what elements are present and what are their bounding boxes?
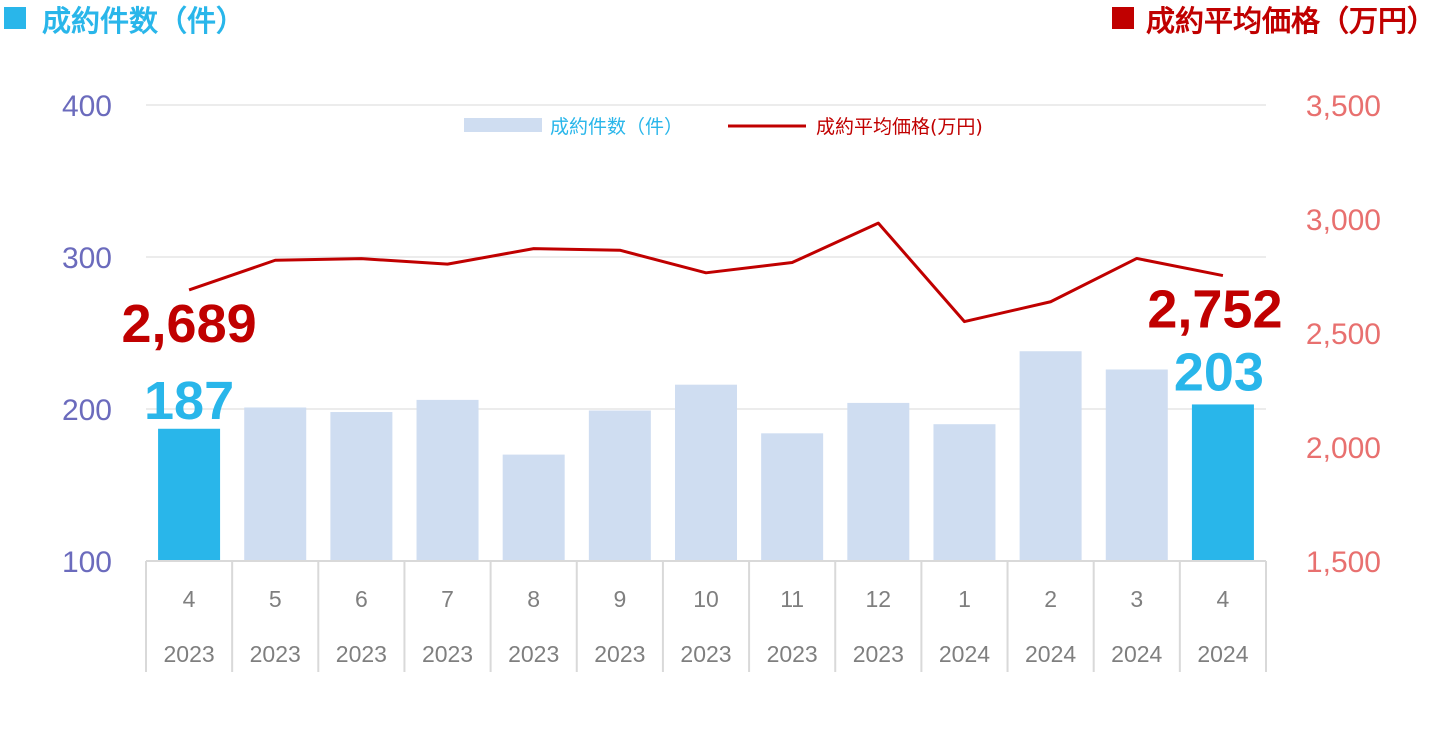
count-bar bbox=[502, 454, 565, 561]
category-month-label: 9 bbox=[613, 586, 626, 612]
price-line bbox=[188, 221, 1224, 324]
legend-line-label: 成約平均価格(万円) bbox=[816, 116, 983, 138]
right-axis-tick-label: 3,500 bbox=[1306, 90, 1381, 123]
price-line-series bbox=[188, 221, 1224, 324]
category-month-label: 4 bbox=[1217, 586, 1230, 612]
count-bar bbox=[761, 433, 824, 561]
category-year-label: 2023 bbox=[680, 641, 731, 667]
right-axis-tick-label: 3,000 bbox=[1306, 204, 1381, 237]
left-axis-tick-label: 200 bbox=[62, 394, 112, 427]
category-month-label: 11 bbox=[780, 586, 804, 612]
left-axis-tick-label: 100 bbox=[62, 546, 112, 579]
last-count-annotation: 203 bbox=[1174, 342, 1264, 402]
count-bar bbox=[675, 384, 737, 561]
count-bars bbox=[158, 351, 1254, 561]
category-year-label: 2023 bbox=[336, 641, 387, 667]
legend-bar-label: 成約件数（件） bbox=[550, 116, 683, 138]
count-bar bbox=[1019, 351, 1082, 561]
right-title-square-icon bbox=[1112, 7, 1134, 29]
category-year-label: 2024 bbox=[1197, 641, 1248, 667]
count-bar bbox=[847, 402, 910, 561]
right-axis-tick-label: 1,500 bbox=[1306, 546, 1381, 579]
count-bar bbox=[416, 399, 479, 561]
legend: 成約件数（件） 成約平均価格(万円) bbox=[464, 116, 983, 138]
category-month-label: 6 bbox=[355, 586, 368, 612]
legend-bar-swatch bbox=[464, 118, 542, 132]
last-price-annotation: 2,752 bbox=[1147, 280, 1282, 340]
left-axis-tick-label: 400 bbox=[62, 90, 112, 123]
left-axis: 100 200 300 400 bbox=[62, 90, 112, 579]
count-bar bbox=[588, 410, 651, 561]
left-axis-tick-label: 300 bbox=[62, 242, 112, 275]
right-axis-tick-label: 2,000 bbox=[1306, 432, 1381, 465]
category-year-label: 2024 bbox=[1025, 641, 1076, 667]
category-month-label: 8 bbox=[527, 586, 540, 612]
count-bar bbox=[933, 424, 996, 561]
category-year-label: 2023 bbox=[163, 641, 214, 667]
category-year-label: 2023 bbox=[594, 641, 645, 667]
count-bar bbox=[330, 412, 393, 561]
first-count-annotation: 187 bbox=[144, 371, 234, 431]
count-bar bbox=[1191, 404, 1254, 561]
first-price-annotation: 2,689 bbox=[122, 294, 257, 354]
right-axis-tick-label: 2,500 bbox=[1306, 318, 1381, 351]
left-axis-title: 成約件数（件） bbox=[42, 4, 245, 38]
category-table: 4 2023 5 2023 6 2023 7 2023 8 2023 9 2023 10 2023 11 20… bbox=[145, 560, 1267, 672]
category-month-label: 4 bbox=[183, 586, 196, 612]
category-month-label: 1 bbox=[958, 586, 971, 612]
category-year-label: 2024 bbox=[939, 641, 990, 667]
category-year-label: 2023 bbox=[422, 641, 473, 667]
header-left: 成約件数（件） bbox=[4, 4, 245, 38]
count-bar bbox=[158, 428, 221, 561]
category-month-label: 12 bbox=[866, 586, 892, 612]
header-right: 成約平均価格（万円） bbox=[1112, 4, 1436, 38]
category-year-label: 2023 bbox=[508, 641, 559, 667]
right-axis: 1,500 2,000 2,500 3,000 3,500 bbox=[1306, 90, 1381, 579]
category-year-label: 2024 bbox=[1111, 641, 1162, 667]
gridlines bbox=[146, 104, 1266, 410]
category-month-label: 5 bbox=[269, 586, 282, 612]
category-month-label: 7 bbox=[441, 586, 454, 612]
category-month-label: 10 bbox=[693, 586, 719, 612]
count-bar bbox=[1105, 369, 1168, 561]
left-title-square-icon bbox=[4, 7, 26, 29]
count-bar bbox=[244, 407, 307, 561]
category-year-label: 2023 bbox=[853, 641, 904, 667]
category-year-label: 2023 bbox=[767, 641, 818, 667]
category-year-label: 2023 bbox=[250, 641, 301, 667]
category-month-label: 3 bbox=[1130, 586, 1143, 612]
category-month-label: 2 bbox=[1044, 586, 1057, 612]
right-axis-title: 成約平均価格（万円） bbox=[1146, 4, 1436, 38]
